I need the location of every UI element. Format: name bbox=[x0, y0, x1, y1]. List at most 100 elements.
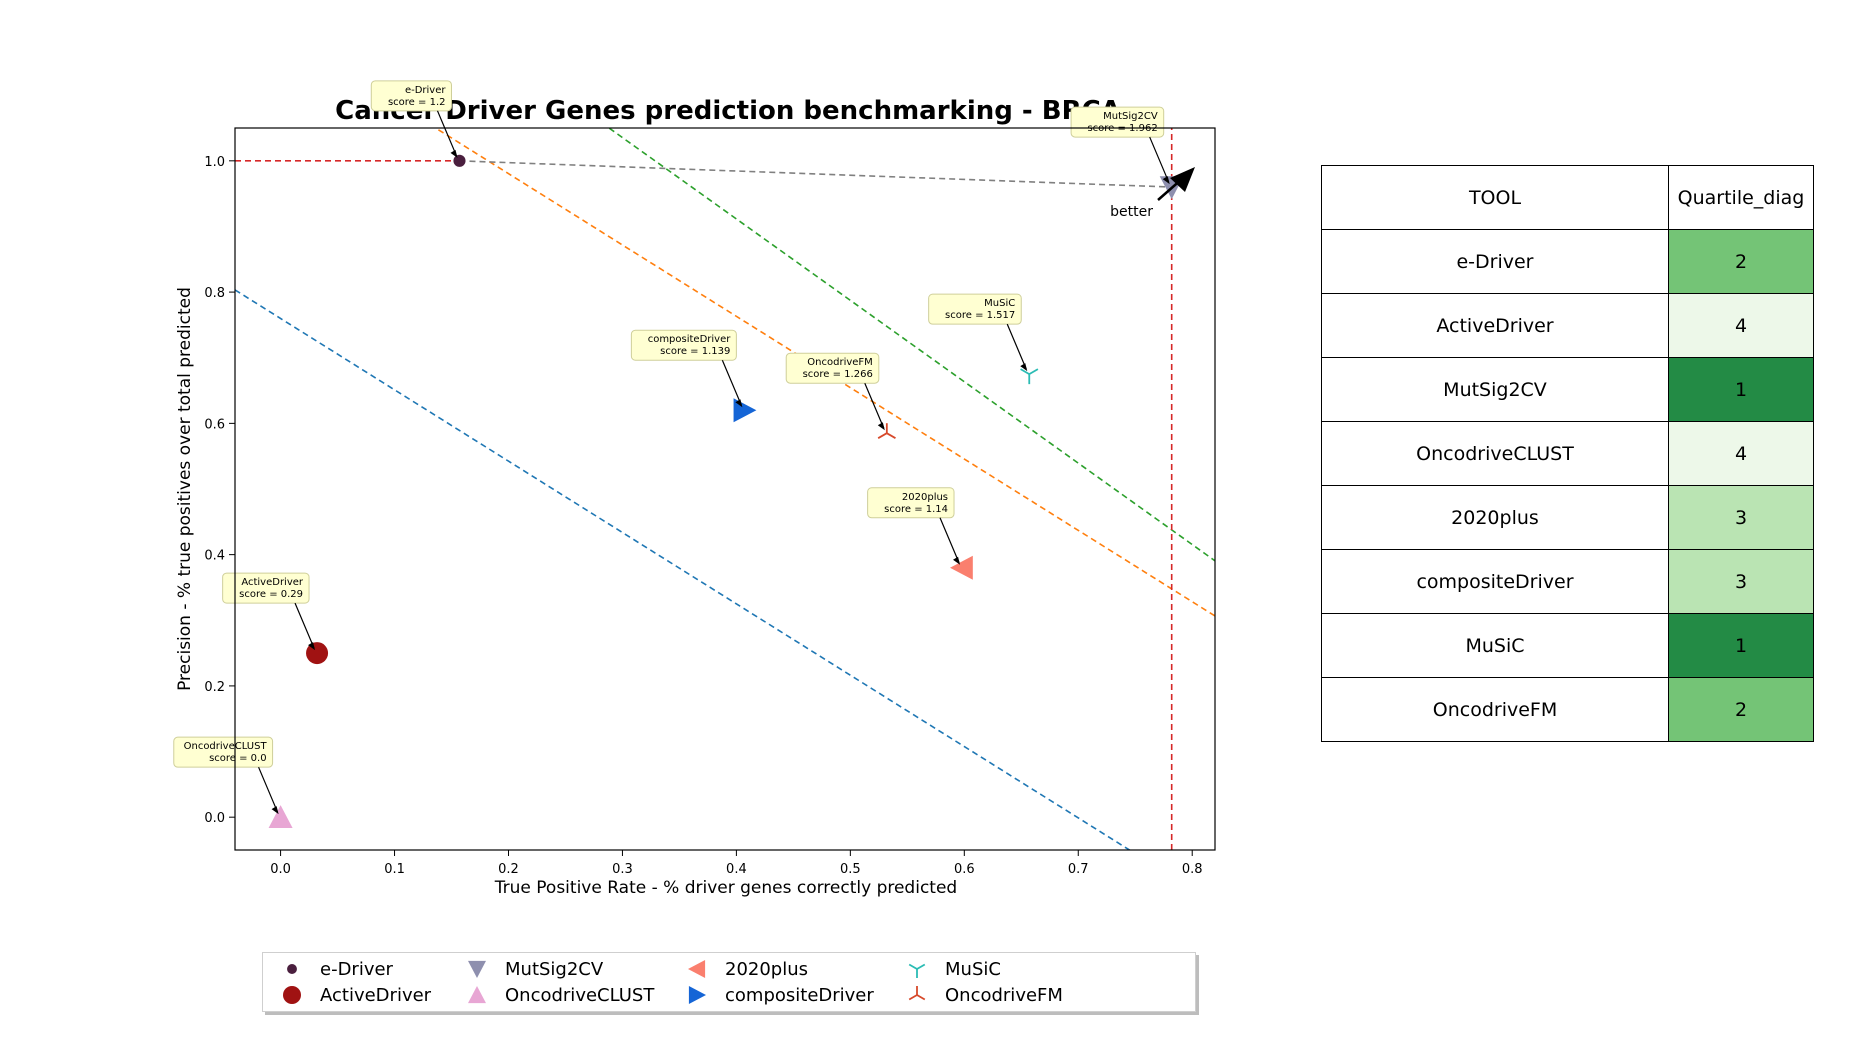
legend-marker-icon bbox=[287, 964, 297, 974]
plot-frame bbox=[234, 127, 1216, 851]
data-markers bbox=[268, 154, 1184, 828]
tool-name-cell: OncodriveFM bbox=[1321, 677, 1669, 742]
legend-marker-icon bbox=[688, 986, 706, 1004]
annotation-text: score = 1.14 bbox=[884, 504, 948, 515]
annotation-text: score = 0.0 bbox=[209, 753, 267, 764]
table-row: compositeDriver 3 bbox=[1321, 549, 1814, 614]
reference-line-segment bbox=[459, 160, 1172, 188]
tool-name-cell: compositeDriver bbox=[1321, 549, 1669, 614]
legend-label: ActiveDriver bbox=[320, 984, 432, 1006]
tool-name-cell: 2020plus bbox=[1321, 485, 1669, 550]
chart-title: Cancer Driver Genes prediction benchmark… bbox=[335, 96, 1121, 126]
data-point-oncodriveclust bbox=[268, 805, 293, 828]
x-tick-label: 0.5 bbox=[840, 862, 861, 877]
x-axis: 0.0 0.1 0.2 0.3 0.4 0.5 0.6 0.7 0.8 bbox=[270, 850, 1203, 877]
reference-line-diagonal bbox=[235, 289, 1132, 850]
table-row: 2020plus 3 bbox=[1321, 485, 1814, 550]
annotation-text: OncodriveCLUST bbox=[184, 741, 268, 752]
legend-item-2020plus: 2020plus bbox=[683, 957, 808, 981]
tool-name-cell: e-Driver bbox=[1321, 229, 1669, 294]
y-axis: 0.0 0.2 0.4 0.6 0.8 1.0 bbox=[204, 155, 235, 826]
quartile-cell: 3 bbox=[1668, 549, 1814, 614]
legend-label: 2020plus bbox=[725, 958, 809, 980]
legend-label: OncodriveCLUST bbox=[505, 984, 655, 1006]
y-tick-label: 0.6 bbox=[204, 417, 225, 432]
quartile-cell: 4 bbox=[1668, 293, 1814, 358]
legend-item-e-driver: e-Driver bbox=[278, 957, 393, 981]
annotation-text: MuSiC bbox=[984, 298, 1015, 309]
annotation-text: score = 0.29 bbox=[239, 589, 303, 600]
annotation-text: compositeDriver bbox=[648, 334, 732, 345]
x-tick-label: 0.1 bbox=[384, 862, 405, 877]
y-tick-label: 0.4 bbox=[204, 549, 225, 564]
legend-item-oncodrivefm: OncodriveFM bbox=[903, 983, 1063, 1007]
legend-label: compositeDriver bbox=[725, 984, 874, 1006]
quartile-cell: 1 bbox=[1668, 613, 1814, 678]
y-tick-label: 1.0 bbox=[204, 155, 225, 170]
legend-item-mutsig2cv: MutSig2CV bbox=[463, 957, 603, 981]
quartile-table: TOOL Quartile_diag e-Driver 2 ActiveDriver… bbox=[1321, 165, 1814, 742]
legend-marker-icon bbox=[908, 963, 926, 978]
legend-marker-icon bbox=[688, 960, 706, 978]
annotation-text: 2020plus bbox=[902, 492, 948, 503]
quartile-cell: 4 bbox=[1668, 421, 1814, 486]
annotation-text: score = 1.517 bbox=[945, 310, 1015, 321]
table-header-row: TOOL Quartile_diag bbox=[1321, 165, 1814, 230]
table-row: ActiveDriver 4 bbox=[1321, 293, 1814, 358]
quartile-cell: 3 bbox=[1668, 485, 1814, 550]
y-tick-label: 0.2 bbox=[204, 680, 225, 695]
table-row: MutSig2CV 1 bbox=[1321, 357, 1814, 422]
better-label: better bbox=[1110, 204, 1153, 220]
legend-marker-icon bbox=[468, 960, 486, 978]
data-point-oncodrivefm bbox=[877, 423, 896, 439]
y-axis-label: Precision - % true positives over total … bbox=[175, 287, 195, 691]
data-point-2020plus bbox=[950, 555, 973, 580]
chart-legend: e-Driver ActiveDriver MutSig2CV OncodriveCL… bbox=[262, 952, 1196, 1012]
annotation-text: ActiveDriver bbox=[241, 577, 304, 588]
table-row: OncodriveFM 2 bbox=[1321, 677, 1814, 742]
legend-label: MutSig2CV bbox=[505, 958, 604, 980]
x-tick-label: 0.6 bbox=[954, 862, 975, 877]
legend-item-oncodriveclust: OncodriveCLUST bbox=[463, 983, 654, 1007]
quartile-cell: 2 bbox=[1668, 229, 1814, 294]
tool-name-cell: ActiveDriver bbox=[1321, 293, 1669, 358]
table-header-quartile: Quartile_diag bbox=[1668, 165, 1814, 230]
tool-name-cell: OncodriveCLUST bbox=[1321, 421, 1669, 486]
data-point-e-driver bbox=[453, 154, 466, 167]
annotation-text: score = 1.139 bbox=[660, 346, 730, 357]
legend-item-music: MuSiC bbox=[903, 957, 1001, 981]
reference-lines bbox=[235, 128, 1215, 850]
better-arrow: better bbox=[1110, 167, 1195, 220]
x-tick-label: 0.4 bbox=[726, 862, 747, 877]
tool-name-cell: MutSig2CV bbox=[1321, 357, 1669, 422]
legend-marker-icon bbox=[283, 986, 301, 1004]
x-tick-label: 0.2 bbox=[498, 862, 519, 877]
x-tick-label: 0.0 bbox=[270, 862, 291, 877]
y-tick-label: 0.8 bbox=[204, 286, 225, 301]
quartile-cell: 2 bbox=[1668, 677, 1814, 742]
legend-item-compositedriver: compositeDriver bbox=[683, 983, 874, 1007]
annotation-text: score = 1.266 bbox=[803, 369, 873, 380]
legend-marker-icon bbox=[468, 986, 486, 1004]
annotation-text: MutSig2CV bbox=[1103, 111, 1158, 122]
annotation-text: score = 1.2 bbox=[388, 97, 446, 108]
legend-item-activedriver: ActiveDriver bbox=[278, 983, 431, 1007]
table-row: OncodriveCLUST 4 bbox=[1321, 421, 1814, 486]
data-point-music bbox=[1020, 368, 1039, 385]
annotation-text: OncodriveFM bbox=[807, 357, 873, 368]
legend-label: OncodriveFM bbox=[945, 984, 1063, 1006]
legend-label: e-Driver bbox=[320, 958, 393, 980]
table-row: e-Driver 2 bbox=[1321, 229, 1814, 294]
y-tick-label: 0.0 bbox=[204, 811, 225, 826]
legend-label: MuSiC bbox=[945, 958, 1001, 980]
legend-marker-icon bbox=[908, 986, 926, 1001]
annotation-text: e-Driver bbox=[405, 85, 446, 96]
